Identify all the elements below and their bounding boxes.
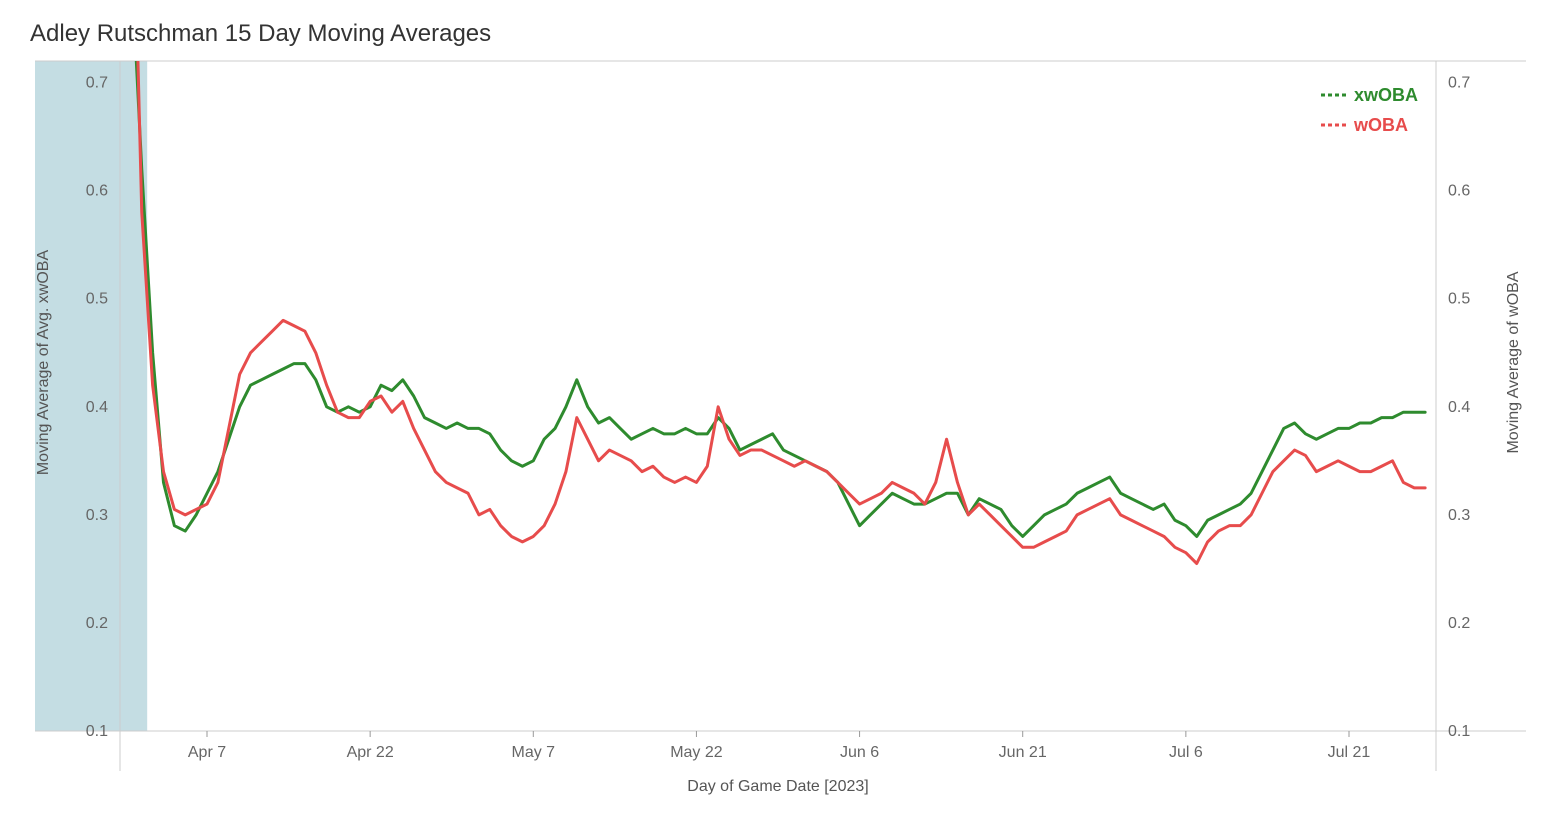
chart-title: Adley Rutschman 15 Day Moving Averages: [20, 20, 1536, 48]
y-right-axis-label: Moving Average of wOBA: [1505, 271, 1522, 453]
x-tick: Jun 21: [999, 744, 1047, 761]
y-left-tick: 0.4: [86, 399, 108, 416]
y-left-tick: 0.1: [86, 723, 108, 740]
x-tick: May 7: [512, 744, 556, 761]
x-tick: Jul 6: [1169, 744, 1203, 761]
y-right-tick: 0.1: [1448, 723, 1470, 740]
y-left-tick: 0.3: [86, 507, 108, 524]
x-tick: Jun 6: [840, 744, 879, 761]
y-right-tick: 0.5: [1448, 291, 1470, 308]
y-left-tick: 0.6: [86, 183, 108, 200]
y-right-tick: 0.7: [1448, 75, 1470, 92]
y-left-axis-label: Moving Average of Avg. xwOBA: [35, 250, 52, 476]
x-tick: Apr 7: [188, 744, 226, 761]
y-right-tick: 0.4: [1448, 399, 1470, 416]
legend-label[interactable]: wOBA: [1353, 115, 1408, 135]
x-tick: May 22: [670, 744, 723, 761]
plot-wrapper: 0.1 0.2 0.3 0.4 0.5 0.6 0.7 0.1 0.2 0.3 0.4 0.5 0.6 0…: [20, 56, 1536, 816]
x-axis-label: Day of Game Date [2023]: [687, 778, 868, 795]
y-right-tick: 0.6: [1448, 183, 1470, 200]
legend-label[interactable]: xwOBA: [1354, 85, 1418, 105]
y-right-tick: 0.2: [1448, 615, 1470, 632]
y-left-tick: 0.5: [86, 291, 108, 308]
y-right-tick: 0.3: [1448, 507, 1470, 524]
chart-svg[interactable]: 0.1 0.2 0.3 0.4 0.5 0.6 0.7 0.1 0.2 0.3 0.4 0.5 0.6 0…: [20, 56, 1536, 816]
y-left-tick: 0.7: [86, 75, 108, 92]
x-tick: Apr 22: [347, 744, 394, 761]
y-left-tick: 0.2: [86, 615, 108, 632]
x-tick: Jul 21: [1328, 744, 1371, 761]
chart-container: Adley Rutschman 15 Day Moving Averages 0…: [20, 20, 1536, 819]
